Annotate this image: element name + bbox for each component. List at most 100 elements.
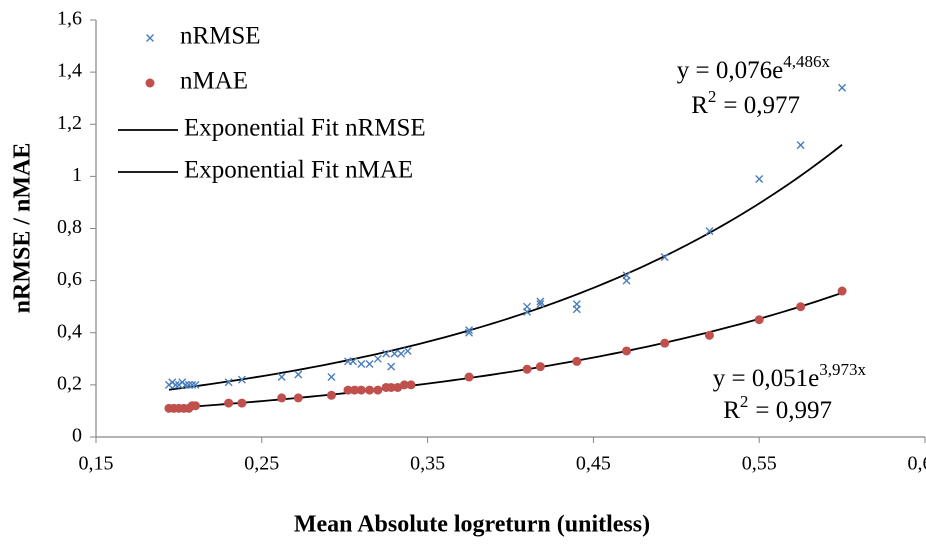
data-point [660, 338, 670, 348]
data-point [237, 375, 246, 384]
marker-stroke [294, 370, 303, 379]
marker-stroke [390, 349, 399, 358]
y-tick-label: 0,8 [57, 216, 82, 238]
data-point [403, 346, 412, 355]
marker-stroke [660, 253, 669, 262]
marker-stroke [796, 141, 805, 150]
r2-value: = 0,977 [723, 92, 800, 119]
y-tick-label: 1,2 [57, 112, 82, 134]
marker-stroke [224, 378, 233, 387]
data-point [293, 393, 303, 403]
data-point [181, 380, 190, 389]
data-point [796, 302, 806, 312]
data-point [622, 276, 631, 285]
data-point [406, 380, 416, 390]
r2-label: R [723, 397, 740, 424]
y-axis-title: nRMSE / nMAE [10, 143, 36, 314]
data-point [326, 390, 336, 400]
legend-label: nRMSE [180, 23, 261, 50]
x-tick-label: 0,65 [908, 453, 926, 475]
data-point [373, 354, 382, 363]
data-point [365, 385, 375, 395]
y-tick-label: 1,4 [57, 60, 82, 82]
data-point [572, 305, 581, 314]
data-point [277, 393, 287, 403]
data-point [755, 174, 764, 183]
data-point [796, 141, 805, 150]
fit-equation: y = 0,051e3,973x [713, 360, 867, 392]
data-point [350, 385, 360, 395]
marker-stroke [536, 300, 545, 309]
data-point [365, 360, 374, 369]
marker-stroke [191, 380, 200, 389]
x-tick-label: 0,25 [244, 453, 279, 475]
legend-label: Exponential Fit nRMSE [184, 115, 426, 142]
data-point [348, 357, 357, 366]
data-point [188, 380, 197, 389]
legend-label: Exponential Fit nMAE [184, 157, 413, 184]
marker-stroke [397, 349, 406, 358]
marker-stroke [403, 346, 412, 355]
marker-stroke [705, 227, 714, 236]
marker-stroke [465, 326, 474, 335]
legend-marker [146, 34, 154, 42]
equation-exponent: 3,973x [819, 360, 866, 379]
data-point [171, 380, 180, 389]
data-point [237, 398, 247, 408]
data-point [522, 364, 532, 374]
fit-line [168, 144, 843, 391]
data-point [465, 326, 474, 335]
data-point [294, 370, 303, 379]
x-tick-label: 0,15 [79, 453, 114, 475]
data-point [464, 372, 474, 382]
fit-equation: y = 0,076e4,486x [677, 52, 831, 84]
marker-stroke [382, 349, 391, 358]
data-point [387, 362, 396, 371]
data-point [399, 380, 409, 390]
legend-label: nMAE [180, 68, 248, 95]
data-point [523, 307, 532, 316]
x-tick-label: 0,55 [742, 453, 777, 475]
marker-stroke [348, 357, 357, 366]
data-point [343, 385, 353, 395]
data-point [837, 286, 847, 296]
data-point [704, 330, 714, 340]
equation-exponent: 4,486x [783, 52, 830, 71]
data-point [382, 349, 391, 358]
x-axis-title: Mean Absolute logreturn (unitless) [294, 512, 650, 538]
y-tick-label: 0,2 [57, 372, 82, 394]
y-tick-label: 0,4 [57, 320, 82, 342]
marker-stroke [171, 380, 180, 389]
r2-value: = 0,997 [755, 397, 832, 424]
data-point [357, 360, 366, 369]
data-point [536, 297, 545, 306]
data-point [572, 356, 582, 366]
marker-stroke [365, 360, 374, 369]
y-tick-label: 0 [72, 425, 82, 447]
marker-stroke [277, 373, 286, 382]
data-point [390, 349, 399, 358]
marker-stroke [327, 373, 336, 382]
marker-stroke [465, 328, 474, 337]
marker-stroke [523, 307, 532, 316]
data-point [190, 401, 200, 411]
y-tick-label: 1,6 [57, 8, 82, 30]
y-tick-label: 1 [72, 164, 82, 186]
data-point [754, 315, 764, 325]
marker-stroke [755, 174, 764, 183]
data-point [224, 398, 234, 408]
marker-stroke [373, 354, 382, 363]
data-point [184, 380, 193, 389]
r2-label: R [691, 92, 708, 119]
x-tick-label: 0,35 [410, 453, 445, 475]
marker-stroke [357, 360, 366, 369]
data-point [397, 349, 406, 358]
r2-sup: 2 [708, 87, 717, 106]
marker-stroke [622, 276, 631, 285]
r2-sup: 2 [740, 392, 749, 411]
data-point [277, 373, 286, 382]
data-point [535, 362, 545, 372]
data-point [622, 346, 632, 356]
equation-base: y = 0,076e [677, 57, 783, 84]
